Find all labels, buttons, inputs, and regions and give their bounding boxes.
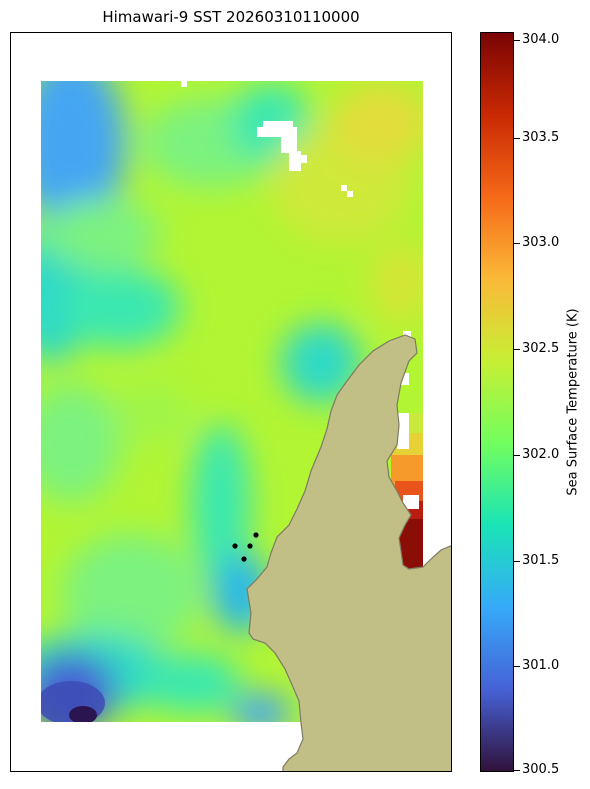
page-title: Himawari-9 SST 20260310110000 <box>102 8 360 26</box>
colorbar-tick-label: 302.5 <box>522 341 560 357</box>
map-panel[interactable] <box>10 32 452 772</box>
colorbar-tick <box>514 560 520 562</box>
colorbar-tick <box>514 349 520 351</box>
colorbar-label: Sea Surface Temperature (K) <box>565 308 581 496</box>
colorbar-tick-label: 304.0 <box>522 32 560 47</box>
colorbar-tick-label: 301.5 <box>522 552 560 568</box>
colorbar-tick <box>514 243 520 245</box>
land-mass <box>246 334 451 771</box>
station-marker <box>253 532 259 538</box>
station-marker <box>241 556 247 562</box>
stations <box>232 532 259 562</box>
colorbar-tick <box>514 666 520 668</box>
colorbar-tick-label: 303.0 <box>522 235 560 251</box>
colorbar-tick-label: 302.0 <box>522 446 560 462</box>
colorbar-tick <box>514 454 520 456</box>
colorbar-tick-label: 303.5 <box>522 129 560 145</box>
station-marker <box>247 543 253 549</box>
colorbar-tick-label: 301.0 <box>522 658 560 674</box>
colorbar-tick-label: 300.5 <box>522 762 560 777</box>
station-marker <box>232 543 238 549</box>
colorbar-tick <box>514 40 520 41</box>
colorbar-tick <box>514 770 520 771</box>
cloud-gaps <box>181 81 419 509</box>
colorbar-tick <box>514 137 520 139</box>
colorbar <box>480 32 514 772</box>
sst-map[interactable] <box>11 33 452 772</box>
